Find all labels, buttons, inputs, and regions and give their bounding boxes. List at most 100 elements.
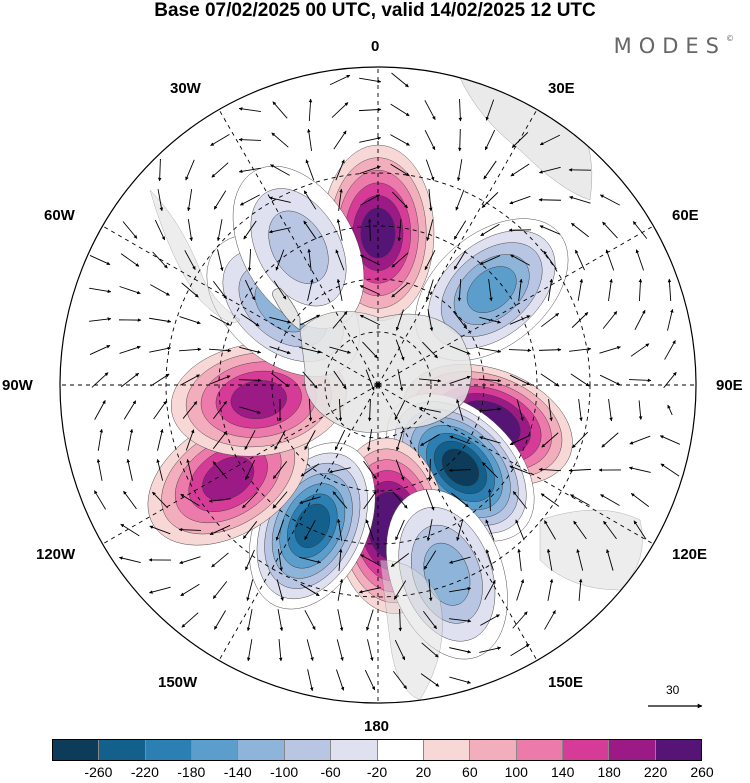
wind-vector-249 [600, 494, 620, 506]
wind-vector-161 [365, 369, 375, 391]
wind-vector-22 [511, 132, 529, 148]
colorbar-bin-4 [238, 740, 285, 760]
wind-vector-160 [333, 370, 347, 390]
wind-vector-64 [397, 219, 402, 242]
wind-vector-90 [605, 249, 615, 271]
wind-vector-278 [390, 552, 410, 568]
lon-label-60w: 60W [44, 207, 75, 224]
wind-vector-78 [247, 248, 252, 272]
wind-vector-285 [606, 549, 614, 571]
wind-vector-157 [238, 378, 262, 383]
anomaly-0 [321, 144, 435, 322]
wind-vector-262 [456, 519, 464, 541]
wind-vector-173 [123, 400, 137, 420]
meridian-120 [377, 384, 654, 545]
wind-vector-41 [213, 190, 227, 210]
wind-vector-326 [364, 669, 376, 691]
wind-vector-186 [516, 399, 524, 421]
wind-vector-106 [518, 278, 523, 301]
wind-vector-204 [449, 435, 471, 445]
wind-vector-152 [91, 372, 109, 388]
colorbar-tick-2: -180 [177, 764, 206, 780]
wind-vector-6 [331, 102, 349, 118]
wind-vector-256 [275, 519, 285, 541]
wind-vector-231 [660, 463, 680, 477]
wind-vector-142 [395, 339, 405, 361]
vector-reference-label: 30 [666, 683, 680, 697]
wind-vector-130 [634, 309, 646, 330]
colorbar-bin-9 [470, 740, 517, 760]
wind-vector-126 [509, 315, 531, 325]
wind-vector-319 [394, 639, 406, 661]
wind-vector-301 [181, 612, 199, 628]
wind-vector-248 [570, 494, 590, 506]
wind-vector-89 [575, 249, 585, 271]
colorbar-bin-7 [377, 740, 424, 760]
wind-vector-317 [336, 639, 344, 661]
colorbar-tick-11: 180 [597, 764, 621, 780]
wind-vector-327 [392, 670, 408, 690]
brand-mark: © [726, 34, 734, 43]
colorbar-bin-13 [655, 740, 702, 760]
colorbar-tick-9: 100 [504, 764, 528, 780]
wind-vector-128 [571, 312, 589, 328]
wind-vector-73 [89, 255, 111, 265]
wind-vector-18 [390, 134, 410, 146]
colorbar-bin-12 [609, 740, 656, 760]
wind-vector-169 [599, 374, 621, 386]
wind-vector-281 [485, 549, 494, 571]
wind-vector-311 [480, 614, 500, 626]
wind-vector-143 [422, 341, 438, 359]
wind-vector-245 [487, 488, 492, 512]
wind-vector-131 [667, 308, 674, 331]
wind-vector-115 [179, 316, 201, 325]
wind-vector-298 [516, 579, 525, 601]
wind-vector-155 [180, 374, 201, 386]
meridian-30 [377, 109, 538, 386]
wind-vector-117 [240, 313, 260, 327]
polar-map [59, 66, 697, 704]
wind-vector-218 [272, 461, 288, 479]
wind-vector-258 [337, 518, 343, 541]
wind-vector-145 [479, 347, 502, 354]
wind-vector-228 [568, 468, 592, 473]
wind-vector-208 [571, 431, 589, 449]
wind-vector-162 [397, 369, 404, 392]
wind-vector-215 [186, 458, 194, 481]
wind-vector-195 [185, 429, 195, 451]
colorbar-bin-10 [516, 740, 563, 760]
wind-vector-172 [94, 400, 106, 420]
wind-vector-123 [427, 309, 434, 332]
wind-vector-200 [334, 429, 346, 451]
wind-vector-107 [547, 278, 553, 301]
wind-vector-293 [358, 587, 381, 594]
wind-vector-23 [539, 134, 561, 146]
wind-vector-321 [449, 647, 472, 654]
wind-vector-305 [304, 610, 316, 631]
wind-vector-141 [362, 341, 378, 359]
wind-vector-322 [479, 646, 502, 653]
wind-vector-217 [244, 459, 256, 481]
wind-vector-246 [512, 491, 528, 509]
wind-vector-264 [515, 519, 525, 541]
wind-vector-280 [449, 556, 471, 564]
wind-vector-203 [420, 434, 440, 446]
wind-vector-7 [358, 107, 382, 112]
wind-vector-125 [479, 316, 502, 324]
wind-vector-58 [216, 219, 223, 242]
wind-vector-277 [360, 554, 380, 566]
wind-vector-235 [180, 493, 200, 507]
wind-vector-148 [569, 347, 592, 352]
meridian-240 [102, 384, 379, 545]
wind-vector-56 [154, 219, 166, 241]
wind-vector-116 [210, 314, 231, 326]
colorbar-tick-5: -60 [320, 764, 341, 780]
wind-vector-15 [307, 128, 313, 151]
wind-vector-80 [307, 248, 312, 271]
lon-label-30e: 30E [548, 80, 575, 97]
wind-vector-232 [93, 490, 107, 510]
wind-vector-266 [573, 520, 587, 540]
wind-vector-127 [540, 312, 560, 328]
wind-vector-210 [629, 435, 651, 445]
wind-vector-99 [307, 278, 314, 301]
